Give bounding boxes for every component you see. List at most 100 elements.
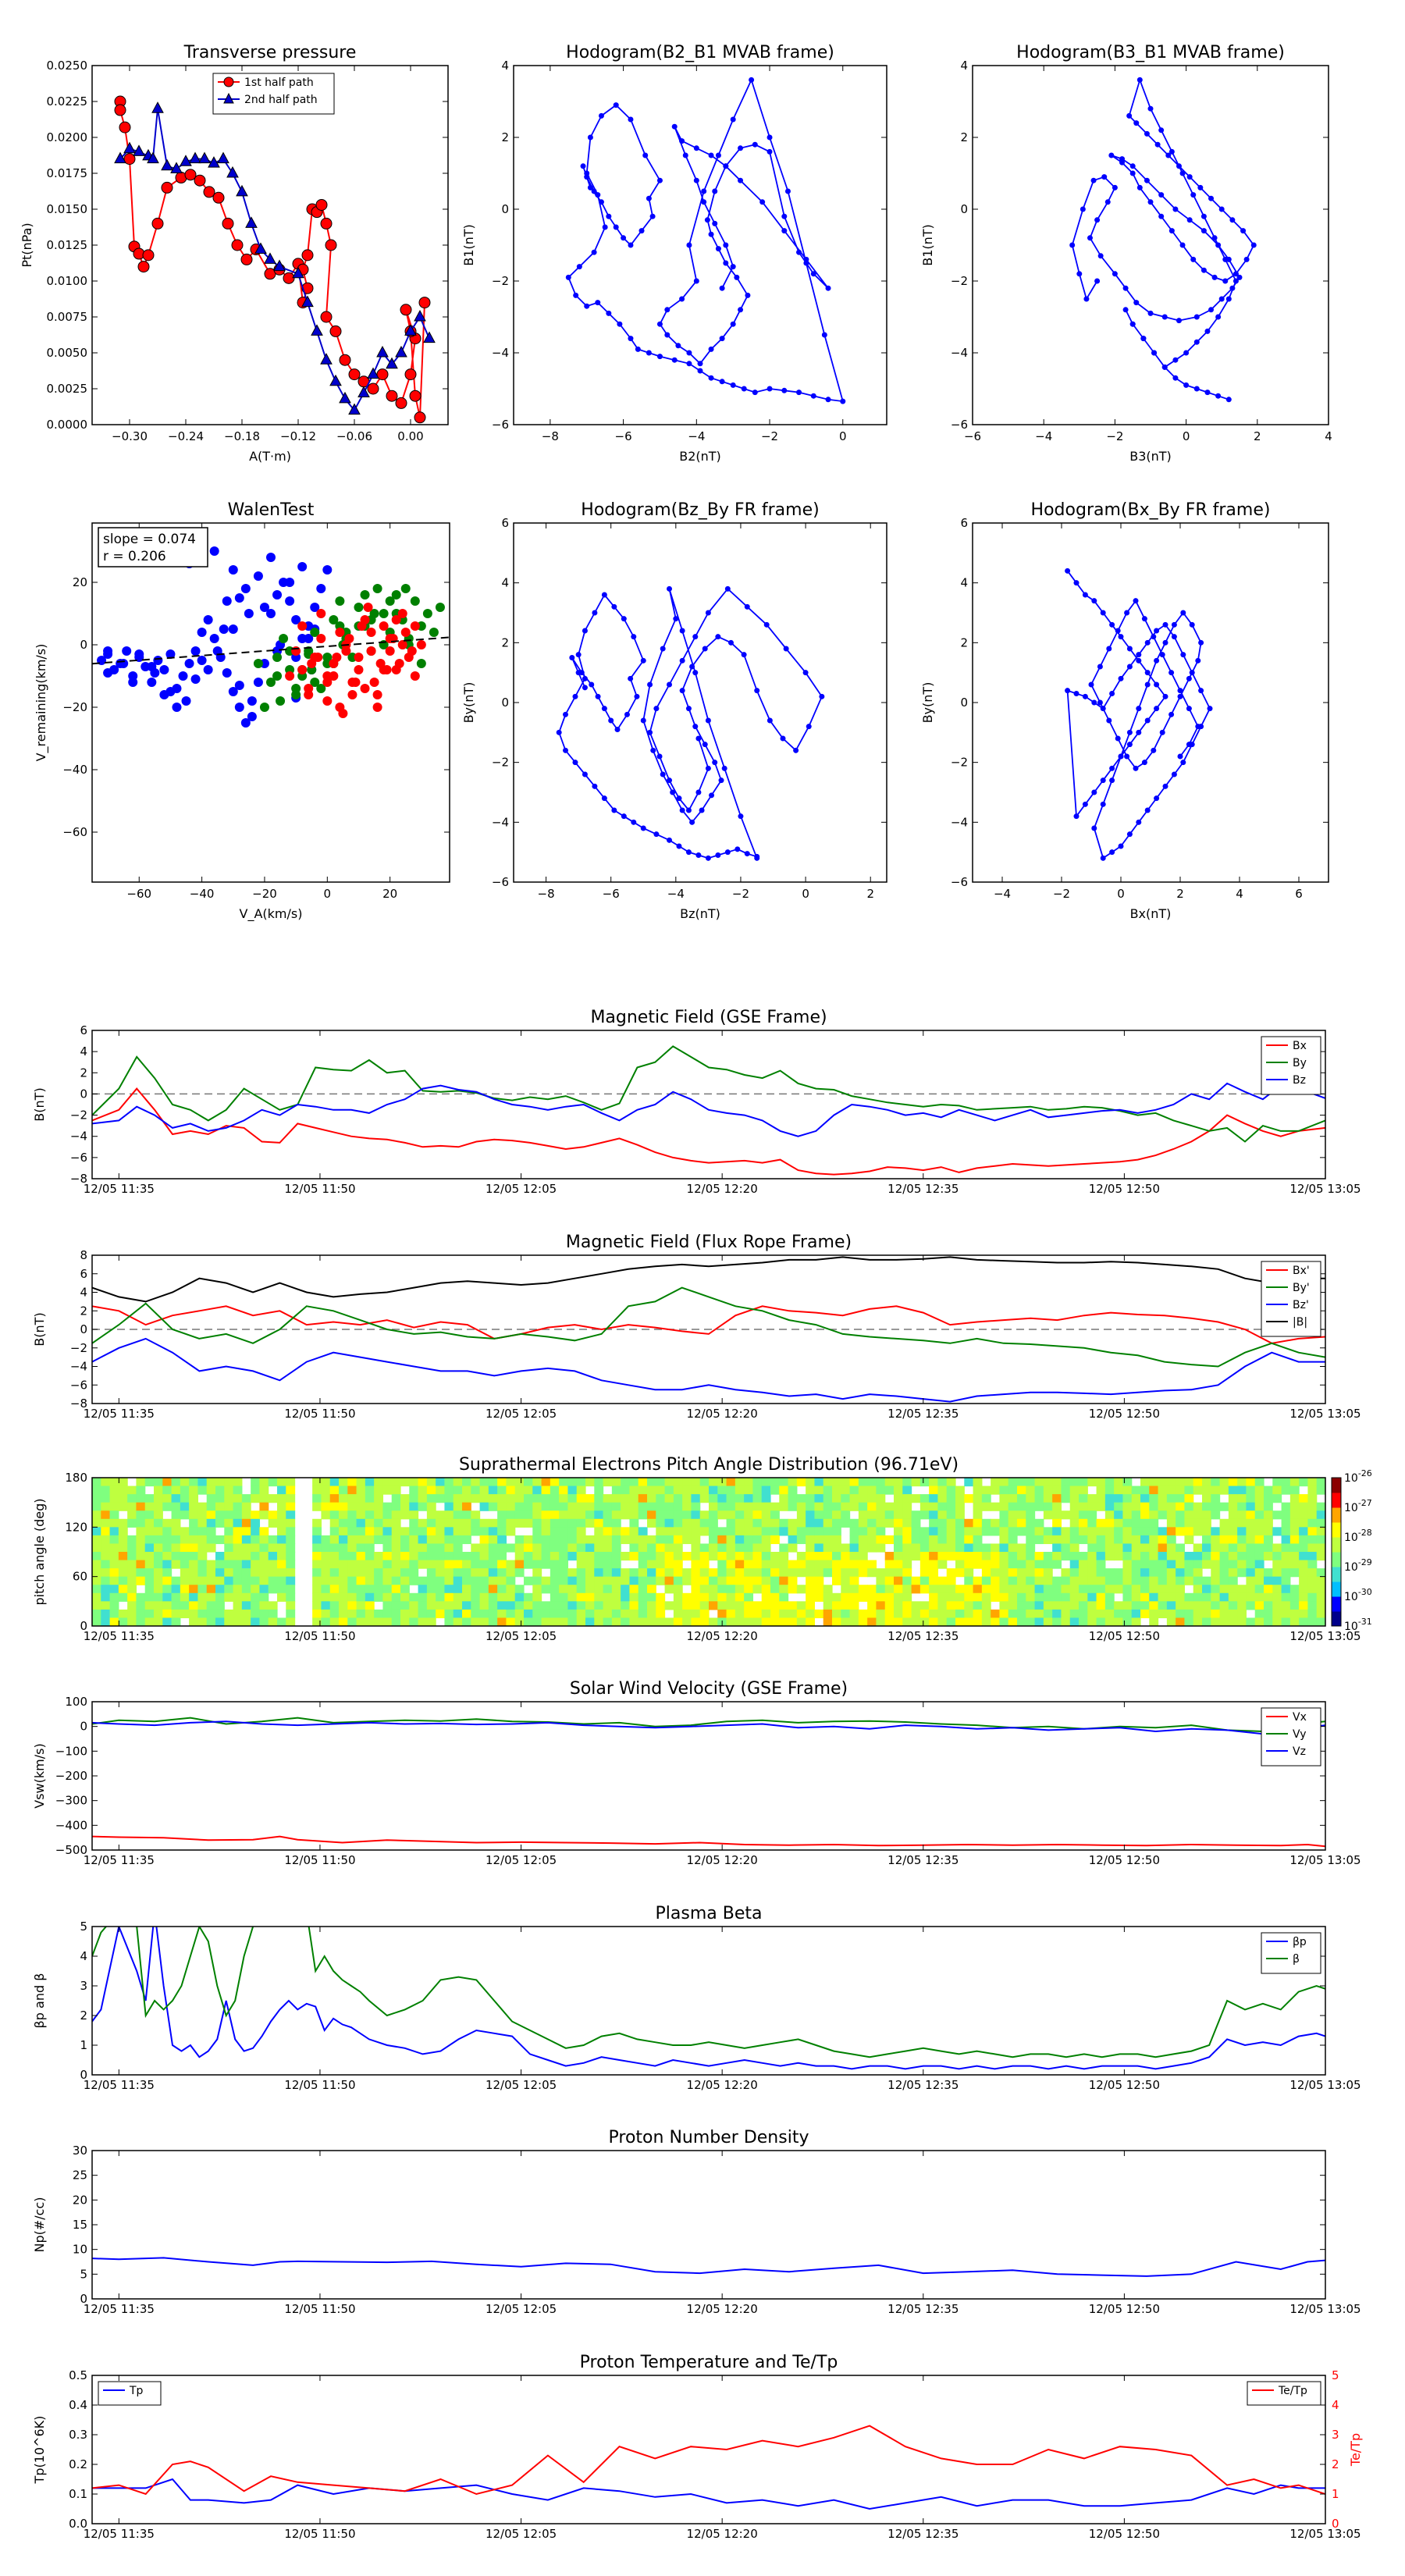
heatmap-cell <box>241 1510 251 1520</box>
heatmap-cell <box>567 1502 578 1511</box>
heatmap-cell <box>1211 1543 1221 1553</box>
scatter-point <box>304 634 314 643</box>
plot-frame <box>972 65 1329 425</box>
y-tick-label: −2 <box>951 756 968 770</box>
plot-area <box>92 2257 1325 2277</box>
heatmap-cell <box>726 1518 736 1528</box>
scatter-point <box>335 628 345 637</box>
heatmap-cell <box>1140 1518 1150 1528</box>
heatmap-cell <box>497 1478 507 1487</box>
heatmap-cell <box>321 1502 331 1511</box>
heatmap-cell <box>752 1576 763 1585</box>
heatmap-cell <box>894 1609 903 1619</box>
heatmap-cell <box>180 1609 190 1619</box>
heatmap-cell <box>849 1543 859 1553</box>
heatmap-cell <box>832 1552 841 1561</box>
data-point <box>1109 621 1115 628</box>
heatmap-cell <box>841 1568 851 1578</box>
heatmap-cell <box>479 1592 489 1602</box>
heatmap-cell <box>841 1502 851 1511</box>
data-point <box>1179 170 1186 176</box>
x-tick-label: 0 <box>802 887 809 901</box>
data-point <box>1207 706 1213 712</box>
y-tick-label: −6 <box>492 875 509 889</box>
scatter-point <box>266 678 276 687</box>
heatmap-cell <box>1264 1576 1273 1585</box>
heatmap-cell <box>902 1585 912 1594</box>
heatmap-cell <box>356 1592 366 1602</box>
data-point <box>1091 699 1097 706</box>
heatmap-cell <box>709 1478 718 1487</box>
scatter-point <box>310 603 320 612</box>
heatmap-cell <box>426 1592 436 1602</box>
heatmap-cell <box>1052 1585 1062 1594</box>
data-point <box>719 379 725 385</box>
heatmap-cell <box>1254 1518 1264 1528</box>
heatmap-cell <box>1122 1502 1133 1511</box>
heatmap-cell <box>277 1576 286 1585</box>
heatmap-cell <box>594 1592 604 1602</box>
heatmap-cell <box>823 1485 833 1495</box>
heatmap-cell <box>541 1576 551 1585</box>
heatmap-cell <box>699 1568 710 1578</box>
heatmap-cell <box>189 1617 199 1626</box>
data-point <box>587 184 593 190</box>
heatmap-cell <box>1219 1527 1229 1536</box>
data-point <box>647 681 653 688</box>
heatmap-cell <box>251 1552 261 1561</box>
heatmap-cell <box>919 1617 930 1626</box>
heatmap-cell <box>691 1601 701 1610</box>
data-point <box>1190 192 1197 198</box>
heatmap-cell <box>391 1568 401 1578</box>
data-point <box>763 621 770 628</box>
heatmap-cell <box>973 1494 983 1503</box>
heatmap-cell <box>656 1518 666 1528</box>
data-point <box>1144 807 1151 813</box>
heatmap-cell <box>1299 1560 1309 1569</box>
series-line <box>1066 570 1211 859</box>
heatmap-cell <box>374 1552 384 1561</box>
data-point <box>1186 217 1193 223</box>
plot-frame <box>91 1926 1326 2076</box>
heatmap-cell <box>902 1485 912 1495</box>
heatmap-cell <box>664 1502 674 1511</box>
heatmap-cell <box>233 1543 243 1553</box>
heatmap-cell <box>1228 1535 1238 1545</box>
heatmap-cell <box>215 1502 225 1511</box>
heatmap-cell <box>1026 1585 1036 1594</box>
x-tick-label: 0 <box>1117 887 1125 901</box>
heatmap-cell <box>1237 1552 1247 1561</box>
data-point <box>1200 267 1207 273</box>
heatmap-cell <box>197 1485 208 1495</box>
heatmap-cell <box>585 1560 595 1569</box>
heatmap-cell <box>136 1576 146 1585</box>
y-tick-label: 60 <box>73 1570 87 1584</box>
heatmap-cell <box>981 1502 991 1511</box>
scatter-point <box>385 596 395 606</box>
x-tick-label: 12/05 12:35 <box>887 1182 959 1196</box>
heatmap-cell <box>532 1535 542 1545</box>
heatmap-cell <box>251 1609 261 1619</box>
heatmap-cell <box>576 1560 586 1569</box>
heatmap-cell <box>594 1494 604 1503</box>
data-point <box>781 228 788 234</box>
heatmap-cell <box>514 1543 525 1553</box>
heatmap-cell <box>603 1592 613 1602</box>
heatmap-cell <box>1237 1502 1247 1511</box>
heatmap-cell <box>197 1543 208 1553</box>
heatmap-cell <box>497 1585 507 1594</box>
heatmap-cell <box>858 1478 868 1487</box>
y-tick-label: 6 <box>80 1267 87 1281</box>
data-point <box>670 789 676 795</box>
data-point <box>1161 314 1168 320</box>
y-tick-label: 0.0150 <box>47 202 88 216</box>
heatmap-cell <box>312 1543 322 1553</box>
y-tick-label: −2 <box>951 274 968 288</box>
x-tick-label: 12/05 12:20 <box>687 1853 758 1867</box>
heatmap-cell <box>629 1609 639 1619</box>
heatmap-cell <box>1307 1585 1318 1594</box>
heatmap-cell <box>929 1592 939 1602</box>
heatmap-cell <box>761 1494 771 1503</box>
heatmap-cell <box>1069 1485 1080 1495</box>
heatmap-cell <box>788 1576 798 1585</box>
